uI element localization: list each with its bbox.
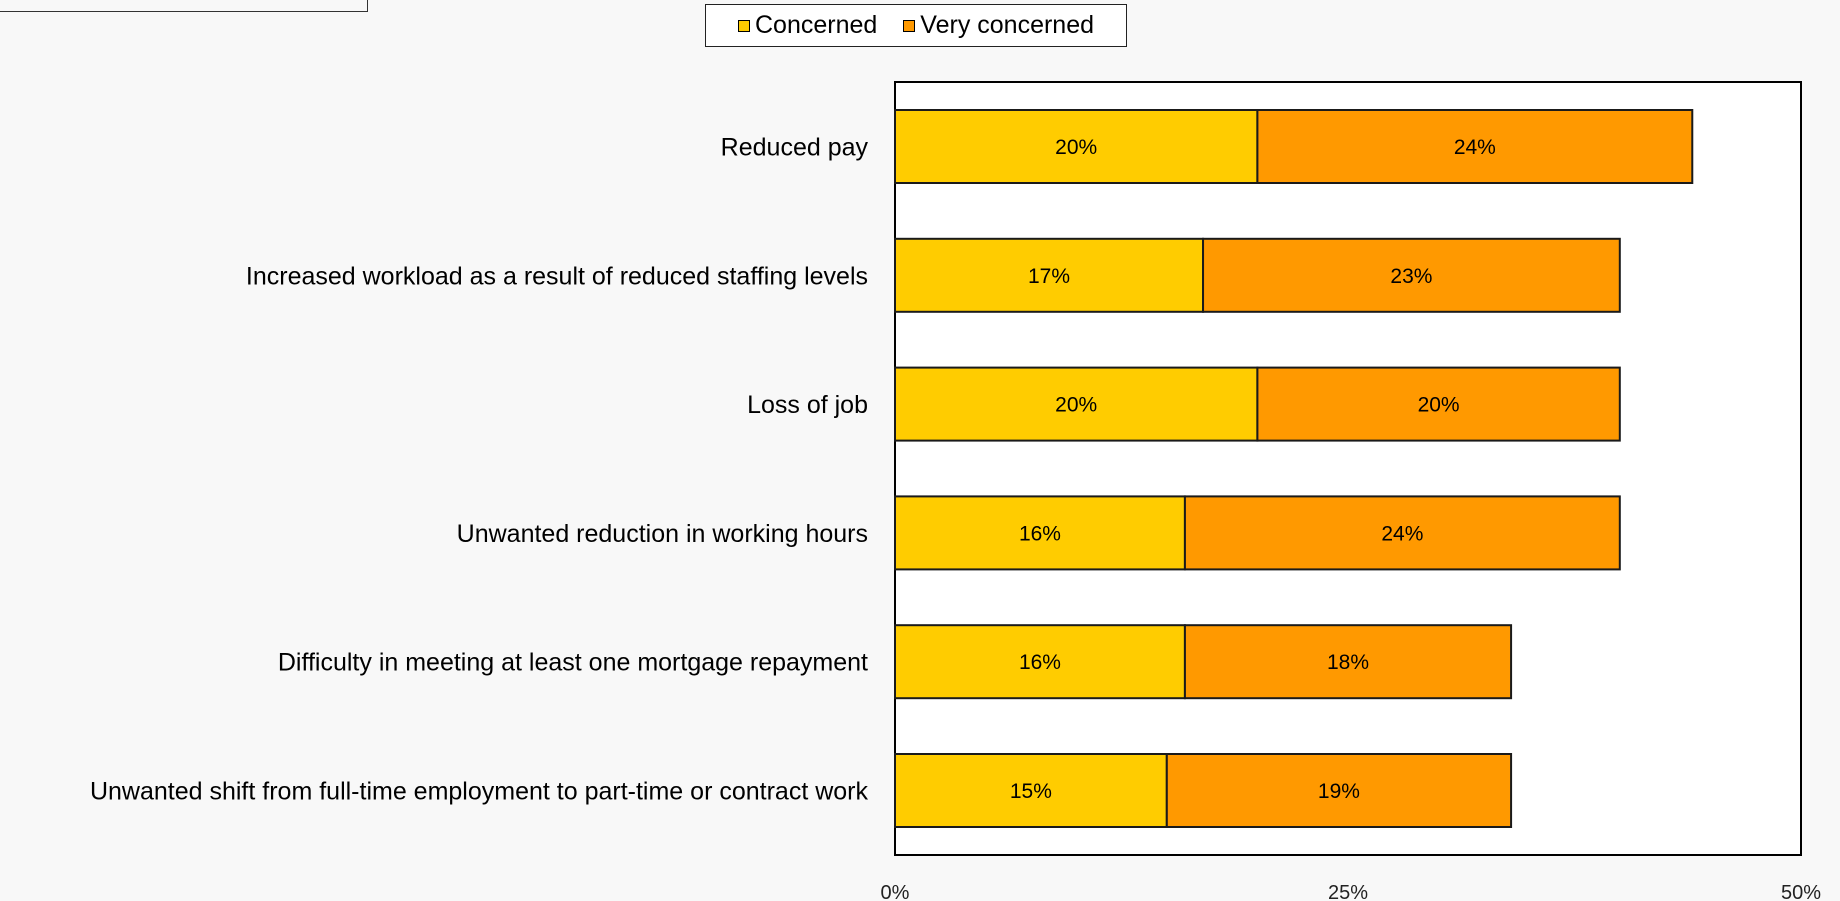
bar-very-concerned — [1183, 495, 1621, 571]
legend-swatch-concerned — [737, 19, 750, 32]
x-tick-label: 25% — [1328, 882, 1368, 901]
category-label: Increased workload as a result of reduce… — [246, 262, 868, 290]
category-label: Difficulty in meeting at least one mortg… — [278, 649, 868, 677]
data-label-very-concerned: 19% — [1318, 780, 1360, 803]
legend-label-concerned: Concerned — [754, 11, 878, 39]
category-label: Unwanted reduction in working hours — [457, 520, 868, 548]
data-label-concerned: 15% — [1010, 780, 1052, 803]
data-label-very-concerned: 24% — [1381, 522, 1423, 545]
data-label-very-concerned: 24% — [1454, 136, 1496, 159]
data-label-concerned: 17% — [1028, 265, 1070, 288]
bar-very-concerned — [1256, 366, 1621, 442]
category-label: Unwanted shift from full-time employment… — [90, 778, 869, 806]
legend-label-very-concerned: Very concerned — [920, 11, 1095, 39]
legend-swatch-very-concerned — [903, 19, 916, 32]
data-label-concerned: 16% — [1019, 651, 1061, 674]
data-label-very-concerned: 20% — [1418, 394, 1460, 417]
plot-area — [894, 81, 1802, 856]
corner-frame — [0, 0, 368, 12]
bar-concerned — [894, 109, 1259, 184]
data-label-concerned: 20% — [1055, 394, 1097, 417]
bar-very-concerned — [1202, 237, 1621, 313]
bar-concerned — [894, 366, 1259, 442]
data-label-very-concerned: 23% — [1390, 265, 1432, 288]
data-label-very-concerned: 18% — [1327, 651, 1369, 674]
chart-legend: Concerned Very concerned — [705, 4, 1127, 47]
legend-item-very-concerned: Very concerned — [903, 11, 1094, 40]
bar-very-concerned — [1183, 624, 1513, 700]
x-tick-label: 0% — [881, 882, 910, 901]
data-label-concerned: 20% — [1055, 136, 1097, 159]
data-label-concerned: 16% — [1019, 522, 1061, 545]
legend-item-concerned: Concerned — [737, 11, 878, 40]
bar-concerned — [894, 624, 1186, 700]
bar-very-concerned — [1165, 753, 1513, 828]
bar-concerned — [894, 495, 1186, 571]
x-tick-label: 50% — [1781, 882, 1821, 901]
bar-concerned — [894, 753, 1168, 828]
bar-very-concerned — [1256, 109, 1694, 184]
category-label: Reduced pay — [721, 134, 869, 162]
category-label: Loss of job — [747, 391, 868, 419]
bar-concerned — [894, 237, 1205, 313]
